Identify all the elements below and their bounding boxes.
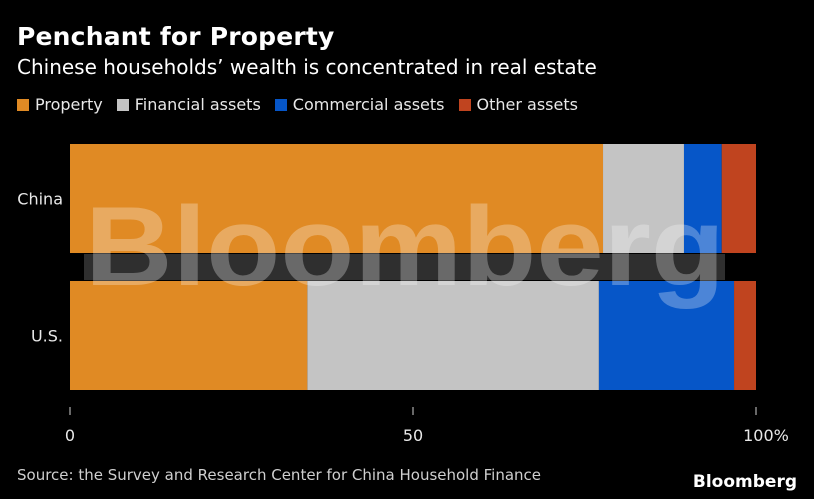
watermark-text: Bloomberg	[85, 184, 725, 309]
bars-group	[70, 144, 756, 390]
x-tick-label-0: 0	[65, 426, 75, 445]
x-axis: 0 50 100%	[65, 407, 789, 445]
legend-label-property: Property	[35, 95, 103, 114]
chart-legend: Property Financial assets Commercial ass…	[17, 95, 592, 114]
legend-item-property: Property	[17, 95, 103, 114]
legend-swatch-financial-assets	[116, 98, 129, 111]
bar-u-s-commercial-assets	[598, 281, 735, 390]
category-labels: China U.S.	[17, 190, 63, 346]
legend-item-commercial-assets: Commercial assets	[274, 95, 445, 114]
legend-label-commercial-assets: Commercial assets	[292, 95, 445, 114]
source-note: Source: the Survey and Research Center f…	[17, 466, 542, 484]
bar-china-financial-assets	[603, 144, 684, 253]
legend-swatch-property	[17, 98, 29, 111]
watermark-group: Bloomberg	[84, 184, 725, 309]
watermark-band	[84, 254, 725, 280]
chart-title: Penchant for Property	[17, 22, 335, 51]
bar-china-property	[70, 144, 604, 253]
legend-swatch-commercial-assets	[274, 98, 287, 111]
legend-label-other-assets: Other assets	[476, 95, 578, 114]
legend-swatch-other-assets	[458, 98, 471, 111]
legend-label-financial-assets: Financial assets	[134, 95, 261, 114]
bar-china-commercial-assets	[683, 144, 722, 253]
x-tick-label-50: 50	[403, 426, 423, 445]
category-label-u-s: U.S.	[31, 327, 63, 346]
bar-china-other-assets	[721, 144, 756, 253]
chart-subtitle: Chinese households’ wealth is concentrat…	[17, 55, 597, 79]
legend-item-financial-assets: Financial assets	[116, 95, 261, 114]
category-label-china: China	[17, 190, 63, 209]
x-tick-label-100: 100%	[743, 426, 789, 445]
bar-u-s-property	[70, 281, 308, 390]
legend-item-other-assets: Other assets	[458, 95, 578, 114]
bar-u-s-financial-assets	[307, 281, 599, 390]
bloomberg-logo: Bloomberg	[692, 472, 797, 492]
bar-u-s-other-assets	[734, 281, 756, 390]
